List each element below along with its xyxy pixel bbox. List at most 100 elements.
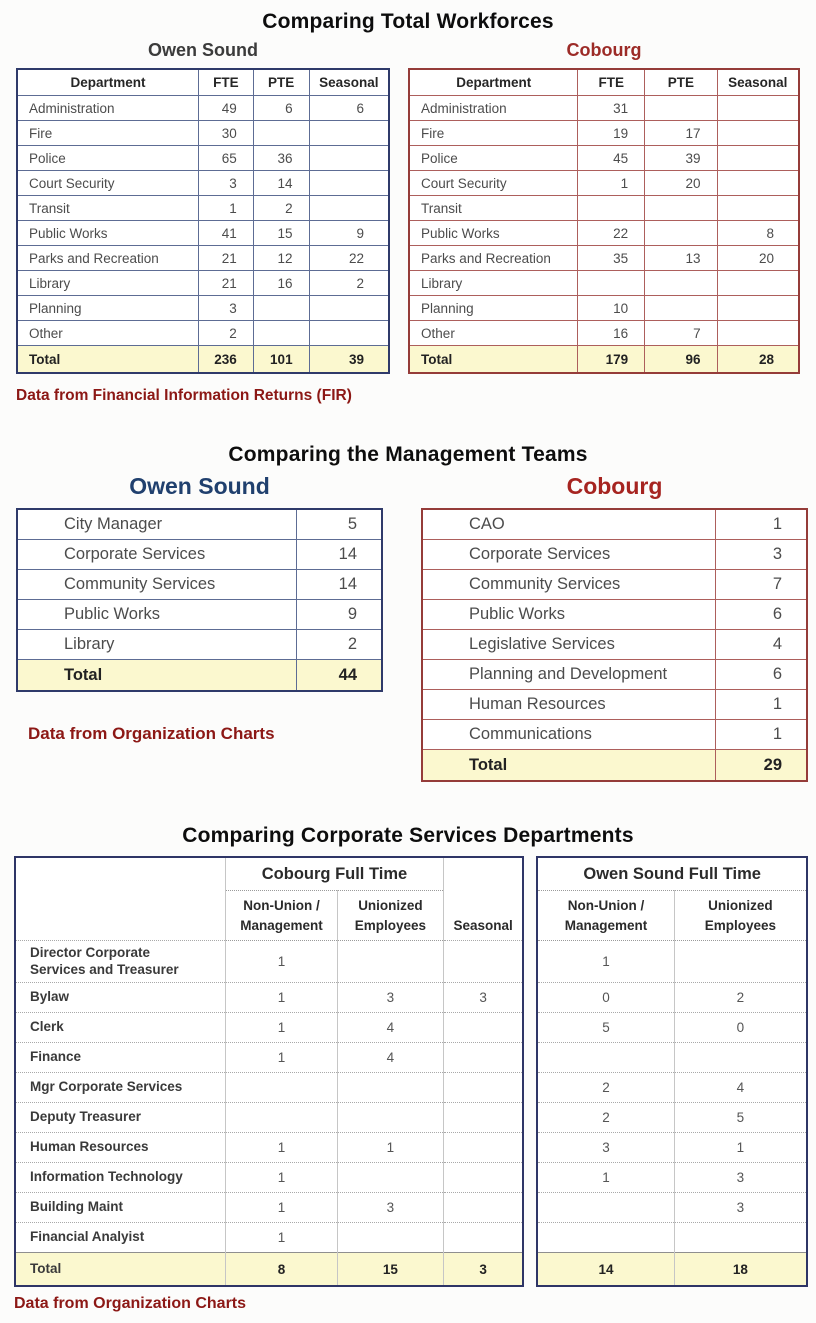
- cell: 20: [644, 170, 718, 196]
- row-label: Parks and Recreation: [16, 245, 199, 271]
- row-label: Bylaw: [14, 982, 227, 1013]
- row-label: Planning and Development: [421, 659, 716, 690]
- total-row: Total 8 15 3: [14, 1252, 524, 1286]
- total-value: 44: [295, 659, 383, 692]
- cell: 36: [252, 145, 310, 171]
- cell: 1: [673, 1132, 808, 1163]
- row-label: Library: [408, 270, 579, 296]
- cell: 6: [252, 95, 310, 121]
- row-label: Information Technology: [14, 1162, 227, 1193]
- cell: 10: [577, 295, 646, 321]
- cell: 6: [714, 659, 808, 690]
- cell: 4: [337, 1012, 444, 1043]
- cell: 3: [714, 539, 808, 570]
- cell: [337, 1162, 444, 1193]
- cell: 5: [295, 508, 383, 540]
- table-row: Transit: [408, 195, 800, 221]
- total-non-union: 8: [225, 1252, 338, 1286]
- cell: 2: [252, 195, 310, 221]
- column-header-unionized: Unionized Employees: [673, 890, 808, 941]
- row-label: Community Services: [421, 569, 716, 600]
- table-row: Police 65 36: [16, 145, 390, 171]
- section-title: Comparing Total Workforces: [262, 10, 554, 33]
- cell: 0: [536, 982, 675, 1013]
- table-row: Corporate Services 14: [16, 539, 383, 570]
- data-source-note: Data from Financial Information Returns …: [16, 387, 352, 404]
- cell: [308, 295, 390, 321]
- row-label: Director Corporate Services and Treasure…: [14, 940, 227, 983]
- column-header-department: Department: [16, 68, 199, 96]
- cell: 2: [295, 629, 383, 660]
- total-value: 29: [714, 749, 808, 782]
- cell: 2: [536, 1102, 675, 1133]
- table-row: Bylaw 1 3 3: [14, 982, 524, 1013]
- table-row: Human Resources 1: [421, 689, 808, 720]
- cell: 6: [714, 599, 808, 630]
- row-label: Police: [408, 145, 579, 171]
- owen-sound-workforce-table: Department FTE PTE Seasonal Administrati…: [16, 68, 391, 374]
- cell: [308, 170, 390, 196]
- table-row: Public Works 22 8: [408, 220, 800, 246]
- table-row: Transit 1 2: [16, 195, 390, 221]
- sub-header-row: Non-Union / Management Unionized Employe…: [536, 890, 808, 941]
- cell: [442, 1132, 524, 1163]
- cell: 45: [577, 145, 646, 171]
- table-row: Parks and Recreation 21 12 22: [16, 245, 390, 271]
- cobourg-heading: Cobourg: [566, 473, 663, 499]
- row-label: Human Resources: [421, 689, 716, 720]
- row-label: Other: [408, 320, 579, 346]
- table-row: Other 16 7: [408, 320, 800, 346]
- cell: 1: [225, 1012, 338, 1043]
- table-body: Administration 31 Fire 19 17 Police 45 39 Court …: [408, 95, 800, 346]
- table-row: Court Security 3 14: [16, 170, 390, 196]
- cell: [252, 320, 310, 346]
- table-row: Parks and Recreation 35 13 20: [408, 245, 800, 271]
- row-label: Library: [16, 629, 297, 660]
- cell: 2: [197, 320, 254, 346]
- cell: [716, 170, 800, 196]
- group-header-row: Cobourg Full Time Seasonal: [14, 857, 524, 941]
- row-label: Transit: [16, 195, 199, 221]
- header-row: Department FTE PTE Seasonal: [16, 68, 390, 96]
- total-label: Total: [408, 345, 579, 374]
- table-row: Public Works 41 15 9: [16, 220, 390, 246]
- cell: 3: [536, 1132, 675, 1163]
- table-row: City Manager 5: [16, 508, 383, 540]
- cell: [644, 195, 718, 221]
- table-body: Administration 49 6 6 Fire 30 Police 65 36 Court …: [16, 95, 390, 346]
- total-label: Total: [16, 659, 297, 692]
- cobourg-workforce-table: Department FTE PTE Seasonal Administrati…: [408, 68, 800, 374]
- cell: [337, 1072, 444, 1103]
- column-header-pte: PTE: [252, 68, 310, 96]
- table-row: Human Resources 1 1: [14, 1132, 524, 1163]
- row-label: Administration: [408, 95, 579, 121]
- table-body: City Manager 5 Corporate Services 14 Communi…: [16, 508, 383, 660]
- cell: [225, 1072, 338, 1103]
- row-label: Transit: [408, 195, 579, 221]
- table-row: Planning 3: [16, 295, 390, 321]
- table-body: Director Corporate Services and Treasure…: [14, 940, 524, 1253]
- table-row: 1: [536, 940, 808, 983]
- cell: 16: [577, 320, 646, 346]
- cell: 1: [714, 508, 808, 540]
- cell: [442, 1102, 524, 1133]
- sub-header-row: Non-Union / Management Unionized Employe…: [15, 890, 523, 941]
- section-title: Comparing Corporate Services Departments: [182, 824, 634, 847]
- table-row: Planning 10: [408, 295, 800, 321]
- table-row: Library: [408, 270, 800, 296]
- cell: [673, 1222, 808, 1253]
- header-row: Department FTE PTE Seasonal: [408, 68, 800, 96]
- owen-sound-heading: Owen Sound: [129, 473, 270, 499]
- cell: 0: [673, 1012, 808, 1043]
- cell: [644, 95, 718, 121]
- table-row: Financial Analyist 1: [14, 1222, 524, 1253]
- cell: 7: [644, 320, 718, 346]
- row-label: Court Security: [16, 170, 199, 196]
- cell: 1: [225, 1132, 338, 1163]
- cell: [252, 295, 310, 321]
- table-row: Planning and Development 6: [421, 659, 808, 690]
